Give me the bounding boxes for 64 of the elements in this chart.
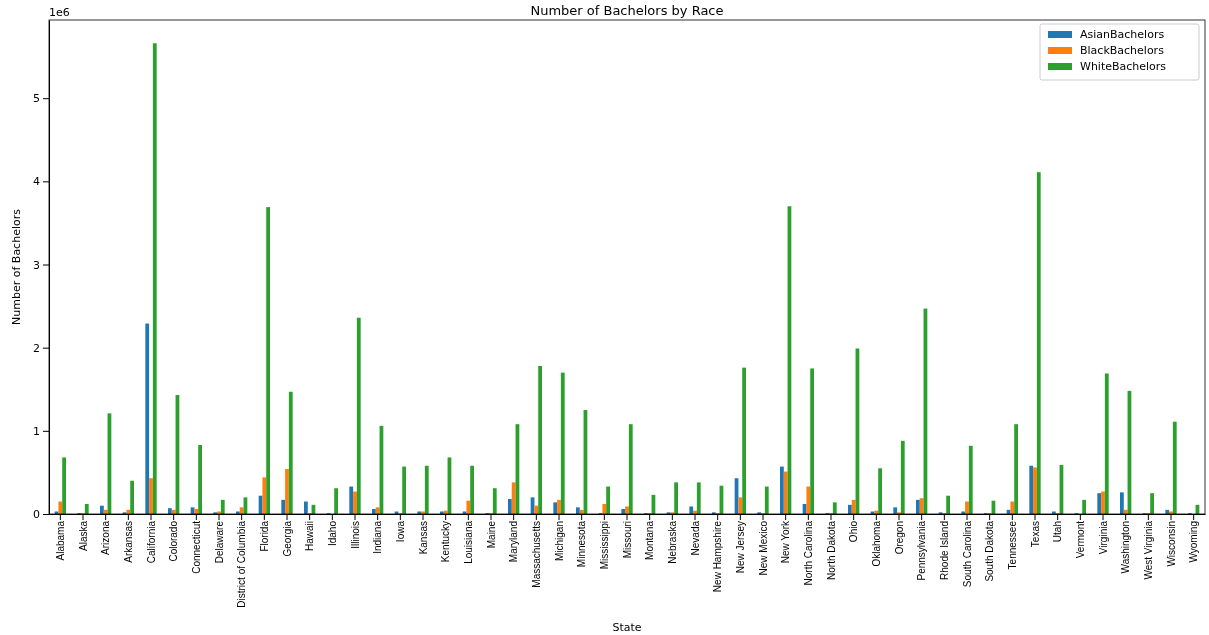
x-tick-label: Alaska bbox=[77, 520, 89, 552]
x-tick-label: Utah bbox=[1052, 521, 1064, 543]
x-tick-label: New Hampshire bbox=[712, 520, 724, 593]
x-tick-label: Colorado bbox=[168, 520, 180, 562]
x-tick-label: Montana bbox=[644, 520, 656, 560]
x-tick-label: Pennsylvania bbox=[916, 520, 928, 581]
x-tick-label: Illinois bbox=[349, 521, 361, 549]
x-tick-label: Ohio bbox=[848, 520, 860, 543]
x-tick-label: Arkansas bbox=[122, 521, 134, 563]
x-tick-label: South Carolina bbox=[961, 520, 973, 588]
x-tick-label: Texas bbox=[1029, 521, 1041, 548]
x-tick-label: Florida bbox=[258, 520, 270, 552]
legend-label: AsianBachelors bbox=[1080, 28, 1165, 41]
x-tick-label: Nevada bbox=[689, 520, 701, 556]
x-tick-label: Vermont bbox=[1074, 520, 1086, 559]
y-tick-label: 1 bbox=[33, 424, 40, 438]
x-tick-label: Arizona bbox=[100, 520, 112, 555]
x-tick-label: Wyoming bbox=[1188, 521, 1200, 563]
x-tick-label: District of Columbia bbox=[236, 520, 248, 608]
x-tick-label: Maryland bbox=[508, 521, 520, 563]
x-tick-label: Maine bbox=[485, 520, 497, 549]
x-tick-label: New York bbox=[780, 520, 792, 564]
y-axis-title: Number of Bachelors bbox=[10, 208, 23, 325]
x-tick-label: Mississippi bbox=[598, 521, 610, 570]
x-tick-label: Kentucky bbox=[440, 521, 452, 563]
x-tick-label: Rhode Island bbox=[938, 521, 950, 580]
x-axis-title: State bbox=[612, 621, 642, 634]
x-tick-label: Wisconsin bbox=[1165, 521, 1177, 567]
legend-label: WhiteBachelors bbox=[1080, 60, 1167, 73]
y-tick-label: 2 bbox=[33, 341, 40, 355]
x-tick-label: Michigan bbox=[553, 521, 565, 562]
x-tick-label: Missouri bbox=[621, 521, 633, 559]
y-tick-label: 3 bbox=[33, 258, 40, 272]
chart-title: Number of Bachelors by Race bbox=[530, 3, 724, 18]
x-tick-label: Oregon bbox=[893, 521, 905, 555]
x-tick-label: New Jersey bbox=[734, 521, 746, 574]
x-tick-label: Hawaii bbox=[304, 521, 316, 552]
x-tick-label: Georgia bbox=[281, 520, 293, 557]
x-tick-label: Massachusetts bbox=[530, 521, 542, 588]
x-tick-label: West Virginia bbox=[1142, 520, 1154, 580]
x-tick-label: Delaware bbox=[213, 520, 225, 564]
y-tick-label: 5 bbox=[33, 92, 40, 106]
x-tick-label: Louisiana bbox=[462, 520, 474, 564]
x-tick-label: Oklahoma bbox=[870, 520, 882, 567]
text: 1e6 bbox=[49, 6, 70, 19]
y-tick-label: 0 bbox=[33, 508, 40, 522]
x-tick-label: Kansas bbox=[417, 521, 429, 555]
x-tick-label: Indiana bbox=[372, 520, 384, 554]
x-tick-label: Connecticut bbox=[190, 520, 202, 574]
x-tick-label: Minnesota bbox=[576, 520, 588, 568]
x-tick-label: New Mexico bbox=[757, 520, 769, 576]
x-tick-label: North Dakota bbox=[825, 520, 837, 580]
x-tick-label: Virginia bbox=[1097, 520, 1109, 555]
x-tick-label: South Dakota bbox=[984, 520, 996, 582]
x-tick-label: Tennessee bbox=[1006, 520, 1018, 570]
legend-label: BlackBachelors bbox=[1080, 44, 1165, 57]
x-tick-label: Alabama bbox=[54, 520, 66, 561]
x-tick-label: California bbox=[145, 520, 157, 564]
y-tick-label: 4 bbox=[33, 175, 40, 189]
x-tick-label: Iowa bbox=[394, 520, 406, 543]
x-tick-label: Nebraska bbox=[666, 520, 678, 564]
x-tick-label: Washington bbox=[1120, 521, 1132, 574]
x-tick-label: Idaho bbox=[326, 520, 338, 547]
x-tick-label: North Carolina bbox=[802, 520, 814, 586]
